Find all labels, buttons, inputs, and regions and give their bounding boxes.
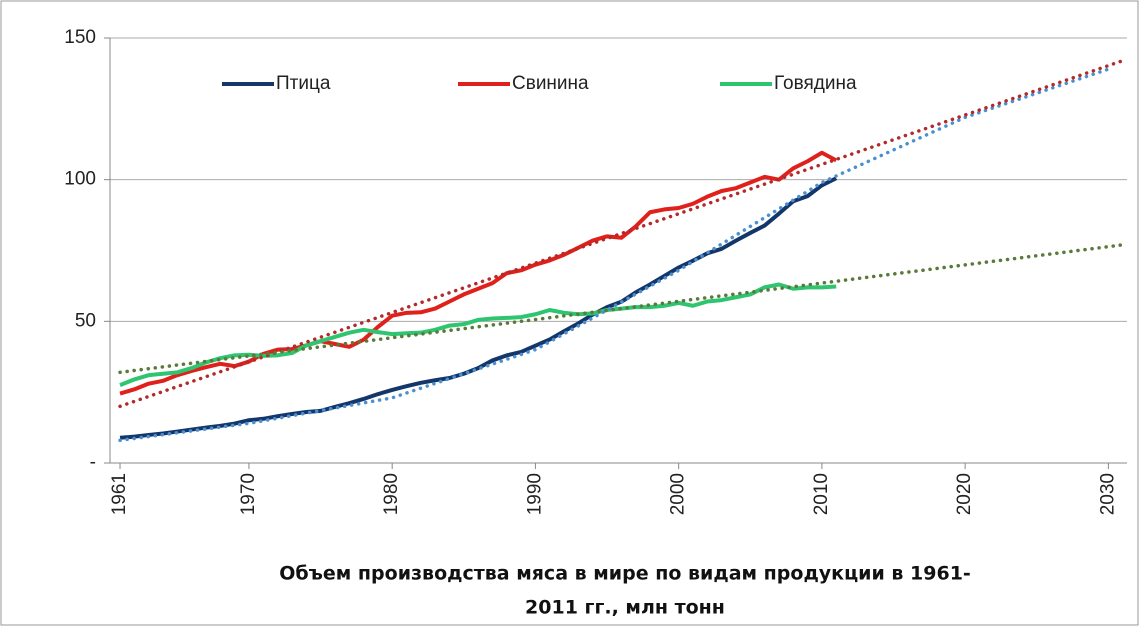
x-tick-label: 1961 [109,473,130,515]
trend-line [118,58,1125,409]
trend-line [118,243,1125,375]
y-tick-label: - [90,452,96,473]
x-tick-label: 2020 [954,473,975,515]
x-tick-label: 1980 [381,473,402,515]
y-tick-label: 100 [64,169,96,190]
legend-label: Говядина [774,73,857,94]
series-line [119,176,838,440]
chart-title: Объем производства мяса в мире по видам … [279,563,971,585]
y-tick-label: 50 [75,310,96,331]
y-tick-label: 150 [64,27,96,48]
series-line [119,282,837,387]
legend-label: Свинина [512,73,589,94]
chart-title: 2011 гг., млн тонн [525,597,725,619]
x-tick-label: 2000 [668,473,689,515]
legend-label: Птица [276,73,331,94]
x-tick-label: 1970 [238,473,259,515]
x-tick-label: 2030 [1097,473,1118,515]
x-tick-label: 2010 [811,473,832,515]
x-tick-label: 1990 [524,473,545,515]
